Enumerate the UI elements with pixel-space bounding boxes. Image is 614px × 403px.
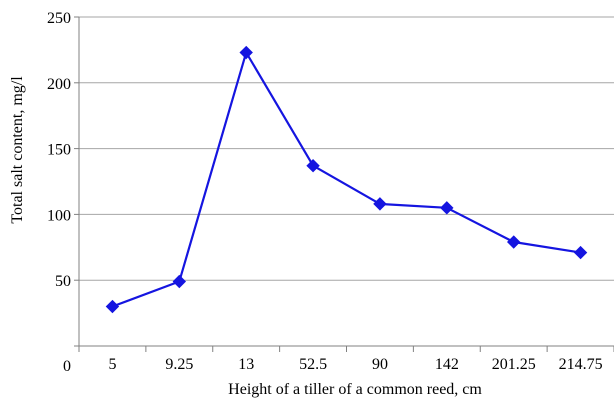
x-tick-label: 13 xyxy=(238,356,254,373)
x-tick-label: 90 xyxy=(372,356,388,373)
x-tick-label: 9.25 xyxy=(165,356,193,373)
y-tick-label: 50 xyxy=(55,273,71,290)
data-point-marker xyxy=(172,274,187,289)
data-point-marker xyxy=(306,159,320,173)
y-tick-labels: 0 50 100 150 200 250 xyxy=(47,10,71,375)
data-point-marker xyxy=(105,299,120,314)
y-tick-label: 0 xyxy=(63,358,71,375)
x-tick-labels: 5 9.25 13 52.5 90 142 201.25 214.75 xyxy=(108,356,602,373)
x-tick-label: 142 xyxy=(435,356,459,373)
data-point-marker xyxy=(506,235,521,249)
x-tick-label: 201.25 xyxy=(492,356,536,373)
x-tick-label: 52.5 xyxy=(299,356,327,373)
y-tick-label: 150 xyxy=(47,142,71,159)
y-axis-title: Total salt content, mg/l xyxy=(9,76,26,224)
y-tick-label: 250 xyxy=(47,10,71,27)
data-point-marker xyxy=(239,45,253,60)
axes xyxy=(74,16,614,352)
data-point-marker xyxy=(440,201,454,215)
x-axis-title: Height of a tiller of a common reed, cm xyxy=(228,381,482,398)
series-markers xyxy=(105,45,588,314)
y-tick-label: 100 xyxy=(47,207,71,224)
x-tick-label: 5 xyxy=(108,356,116,373)
data-point-marker xyxy=(373,197,387,211)
series-line xyxy=(112,51,581,308)
data-point-marker xyxy=(573,245,588,260)
series-line-path xyxy=(112,51,581,308)
x-tick-label: 214.75 xyxy=(559,356,603,373)
y-tick-label: 200 xyxy=(47,76,71,93)
gridlines xyxy=(79,16,614,281)
